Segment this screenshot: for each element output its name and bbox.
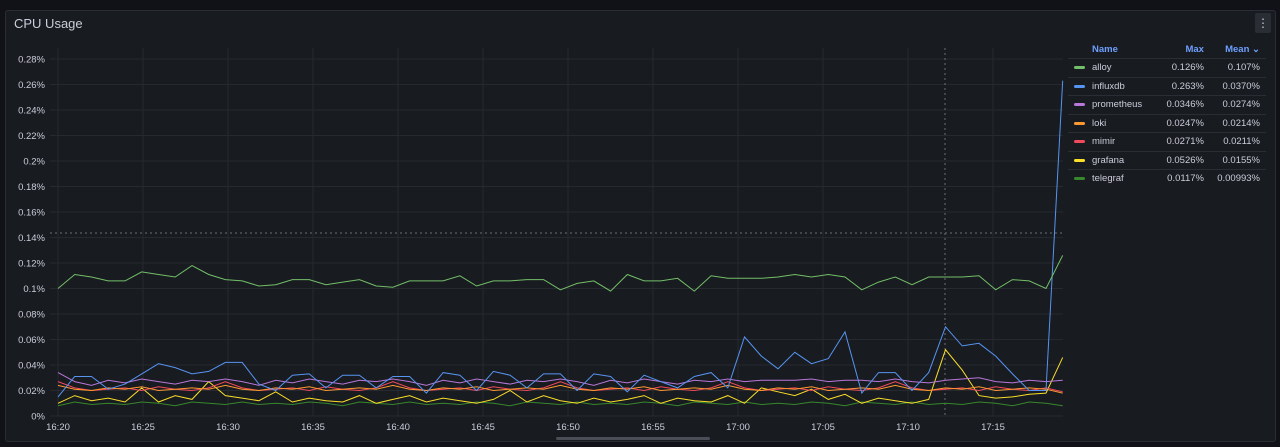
cpu-usage-chart[interactable]: 0% 0.02% 0.04% 0.06% 0.08% 0.1% 0.12% 0.14% 0.16… xyxy=(0,0,1066,447)
legend-name-cell: loki xyxy=(1068,113,1161,133)
x-tick-label: 16:20 xyxy=(46,422,70,433)
legend-row-mimir[interactable]: mimir 0.0271% 0.0211% xyxy=(1068,132,1266,151)
legend-row-influxdb[interactable]: influxdb 0.263% 0.0370% xyxy=(1068,76,1266,96)
y-tick-label: 0.06% xyxy=(18,335,45,346)
y-tick-label: 0.28% xyxy=(18,55,45,66)
legend-header-max[interactable]: Max xyxy=(1185,43,1204,55)
x-tick-label: 17:00 xyxy=(726,422,750,433)
y-tick-label: 0.08% xyxy=(18,310,45,321)
legend-mean: 0.0214% xyxy=(1209,113,1266,133)
y-tick-label: 0.18% xyxy=(18,182,45,193)
series-line-telegraf xyxy=(57,401,1063,407)
series-line-loki xyxy=(57,384,1063,394)
legend-mean: 0.0211% xyxy=(1209,132,1266,151)
legend-series-name[interactable]: prometheus xyxy=(1092,99,1143,111)
y-tick-label: 0.14% xyxy=(18,233,45,244)
y-tick-label: 0.1% xyxy=(23,284,45,295)
series-line-grafana xyxy=(57,348,1064,404)
y-tick-label: 0.02% xyxy=(18,386,45,397)
x-tick-label: 16:35 xyxy=(301,422,325,433)
x-tick-label: 16:25 xyxy=(131,422,155,433)
x-tick-label: 16:45 xyxy=(471,422,495,433)
legend-max: 0.0247% xyxy=(1160,113,1210,133)
x-tick-label: 17:05 xyxy=(811,422,835,433)
y-tick-label: 0.12% xyxy=(18,259,45,270)
series-line-mimir xyxy=(57,381,1063,393)
legend-header-name[interactable]: Name xyxy=(1092,43,1118,55)
legend-row-prometheus[interactable]: prometheus 0.0346% 0.0274% xyxy=(1068,95,1266,114)
y-tick-label: 0.2% xyxy=(23,157,45,168)
legend-series-name[interactable]: influxdb xyxy=(1092,80,1125,92)
series-line-prometheus xyxy=(57,372,1063,386)
legend-name-cell: mimir xyxy=(1068,132,1161,151)
horizontal-scrollbar[interactable] xyxy=(556,437,710,440)
legend-max: 0.263% xyxy=(1160,76,1210,96)
legend-name-cell: grafana xyxy=(1068,150,1161,170)
legend-max: 0.126% xyxy=(1160,58,1210,77)
legend-series-name[interactable]: alloy xyxy=(1092,62,1112,74)
legend-series-name[interactable]: telegraf xyxy=(1092,173,1124,185)
cpu-usage-panel: CPU Usage ⋮ xyxy=(5,10,1276,442)
legend-max: 0.0117% xyxy=(1160,169,1210,188)
legend-series-name[interactable]: grafana xyxy=(1092,154,1125,166)
series-color-swatch xyxy=(1074,158,1085,162)
legend-name-cell: prometheus xyxy=(1068,95,1161,114)
series-color-swatch xyxy=(1074,121,1085,125)
legend-max: 0.0271% xyxy=(1160,132,1210,151)
y-tick-label: 0.26% xyxy=(18,80,45,91)
series-line-alloy xyxy=(57,255,1064,292)
y-tick-label: 0.22% xyxy=(18,131,45,142)
legend-mean: 0.00993% xyxy=(1209,169,1266,188)
series-color-swatch xyxy=(1074,140,1085,144)
legend-row-grafana[interactable]: grafana 0.0526% 0.0155% xyxy=(1068,150,1266,170)
panel-title: CPU Usage xyxy=(14,16,83,31)
series-color-swatch xyxy=(1074,84,1085,88)
legend-series-name[interactable]: mimir xyxy=(1092,136,1116,148)
legend-mean: 0.0155% xyxy=(1209,150,1266,170)
series-color-swatch xyxy=(1074,177,1085,181)
legend-name-cell: influxdb xyxy=(1068,76,1161,96)
legend-row-alloy[interactable]: alloy 0.126% 0.107% xyxy=(1068,58,1266,77)
y-tick-label: 0.24% xyxy=(18,106,45,117)
legend-series-name[interactable]: loki xyxy=(1092,117,1107,129)
legend-header-mean[interactable]: Mean ⌄ xyxy=(1210,40,1266,59)
y-tick-label: 0.04% xyxy=(18,361,45,372)
x-tick-label: 17:10 xyxy=(896,422,920,433)
y-tick-label: 0% xyxy=(31,412,45,423)
kebab-menu-icon[interactable]: ⋮ xyxy=(1255,13,1271,33)
x-tick-label: 16:40 xyxy=(386,422,410,433)
legend-row-loki[interactable]: loki 0.0247% 0.0214% xyxy=(1068,113,1266,133)
legend-table: Name Max Mean ⌄ alloy 0.126% 0.107% influxd… xyxy=(1068,40,1266,188)
legend-name-cell: alloy xyxy=(1068,58,1161,77)
series-color-swatch xyxy=(1074,103,1085,107)
x-tick-label: 16:55 xyxy=(641,422,665,433)
legend-name-cell: telegraf xyxy=(1068,169,1161,188)
y-tick-label: 0.16% xyxy=(18,208,45,219)
legend-mean: 0.0370% xyxy=(1209,76,1266,96)
legend-max: 0.0346% xyxy=(1160,95,1210,114)
legend-row-telegraf[interactable]: telegraf 0.0117% 0.00993% xyxy=(1068,169,1266,188)
chevron-down-icon: ⌄ xyxy=(1249,43,1260,55)
series-color-swatch xyxy=(1074,66,1085,70)
legend-max: 0.0526% xyxy=(1160,150,1210,170)
x-tick-label: 16:50 xyxy=(556,422,580,433)
legend-mean: 0.107% xyxy=(1209,58,1266,77)
legend-mean: 0.0274% xyxy=(1209,95,1266,114)
legend-header-mean-label: Mean xyxy=(1225,43,1250,55)
x-tick-label: 16:30 xyxy=(216,422,240,433)
series-line-influxdb xyxy=(57,80,1064,398)
x-tick-label: 17:15 xyxy=(981,422,1005,433)
